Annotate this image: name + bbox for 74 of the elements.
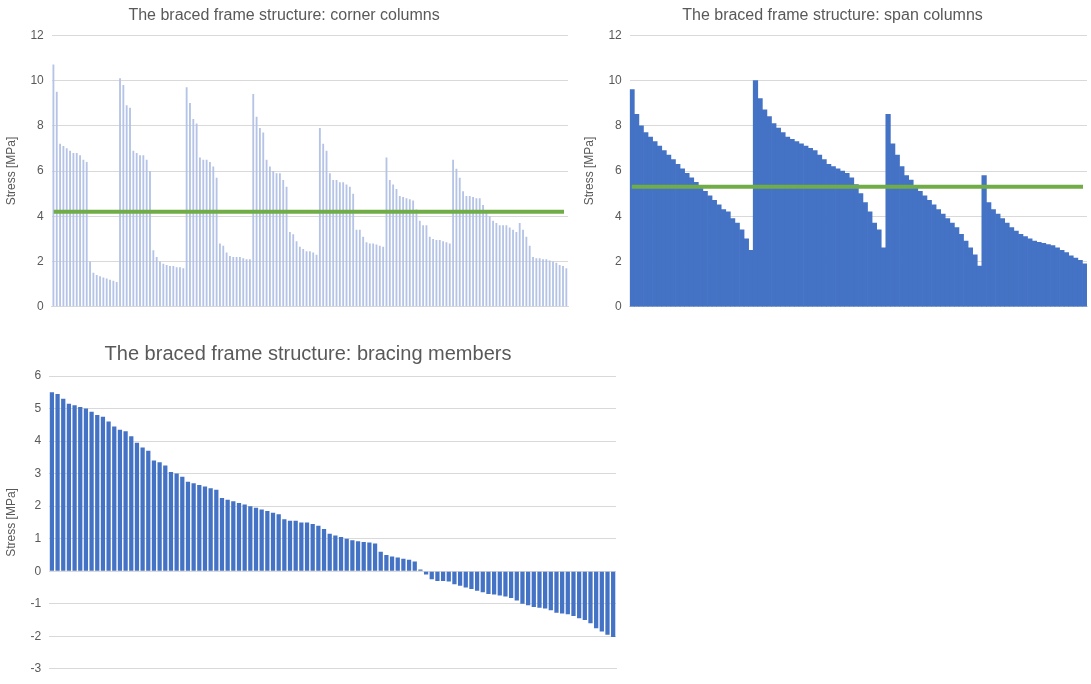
bar (168, 471, 174, 571)
bar (652, 141, 658, 307)
y-tick-label: 4 (615, 208, 623, 223)
y-tick-label: 3 (34, 465, 42, 480)
bar (1036, 241, 1042, 307)
bar (321, 528, 327, 571)
y-tick-label: 0 (615, 299, 623, 314)
y-tick-label: 0 (34, 563, 42, 578)
bar (821, 159, 827, 307)
y-tick-label: 0 (37, 299, 45, 314)
y-tick-label: 2 (37, 253, 45, 268)
y-tick-label: 6 (37, 163, 45, 178)
bar (1008, 227, 1015, 307)
bar (931, 204, 937, 307)
y-axis-title: Stress [MPa] (581, 136, 596, 206)
chart-title: The braced frame structure: corner columns (128, 6, 440, 24)
bar (995, 213, 1001, 307)
bar (940, 213, 946, 307)
y-tick-label: 12 (30, 27, 45, 42)
bar (1059, 249, 1065, 307)
bar (661, 150, 667, 307)
bar (1018, 234, 1024, 307)
chart-title: The braced frame structure: bracing members (104, 341, 512, 364)
y-tick-label: 6 (34, 368, 42, 383)
y-tick-label: -1 (30, 596, 42, 611)
y-axis-title: Stress [MPa] (3, 136, 18, 206)
bar (716, 204, 722, 307)
bar (185, 481, 191, 571)
bar (707, 195, 713, 307)
y-tick-label: 8 (37, 118, 45, 133)
y-tick-label: 4 (34, 433, 42, 448)
bar (1082, 263, 1087, 307)
bar (908, 179, 914, 307)
y-tick-label: -2 (30, 628, 42, 643)
bar (1072, 257, 1079, 307)
y-tick-label: 6 (615, 163, 623, 178)
bar (1040, 243, 1047, 307)
bar (917, 191, 923, 307)
bar (1027, 238, 1033, 307)
bar (684, 172, 690, 307)
bar (270, 512, 276, 571)
bar (803, 145, 809, 307)
bar (844, 172, 850, 307)
y-tick-label: 4 (37, 208, 45, 223)
bar (1004, 222, 1010, 307)
y-tick-label: 1 (34, 530, 42, 545)
bar (1050, 245, 1056, 307)
bar (304, 522, 310, 571)
y-tick-label: 8 (615, 118, 623, 133)
bar (202, 486, 208, 571)
bar (780, 132, 786, 307)
bar (725, 211, 731, 307)
bar (219, 498, 225, 571)
y-tick-label: 10 (30, 72, 45, 87)
bar (253, 507, 259, 571)
y-tick-label: 5 (34, 400, 42, 415)
bar (949, 222, 955, 307)
y-tick-label: 2 (34, 498, 42, 513)
y-tick-label: 12 (608, 27, 623, 42)
y-axis-title: Stress [MPa] (3, 488, 18, 557)
y-tick-label: -3 (30, 661, 42, 676)
bar (338, 537, 344, 571)
bar (885, 114, 891, 307)
y-tick-label: 10 (608, 72, 623, 87)
y-tick-label: 2 (615, 253, 623, 268)
bar (236, 502, 242, 571)
bar (675, 163, 681, 307)
bar (789, 138, 795, 307)
bar (812, 150, 818, 307)
bar (693, 181, 699, 307)
bar (287, 520, 293, 571)
bar (1068, 255, 1074, 307)
chart-title: The braced frame structure: span columns (682, 6, 983, 24)
bar (835, 168, 841, 307)
